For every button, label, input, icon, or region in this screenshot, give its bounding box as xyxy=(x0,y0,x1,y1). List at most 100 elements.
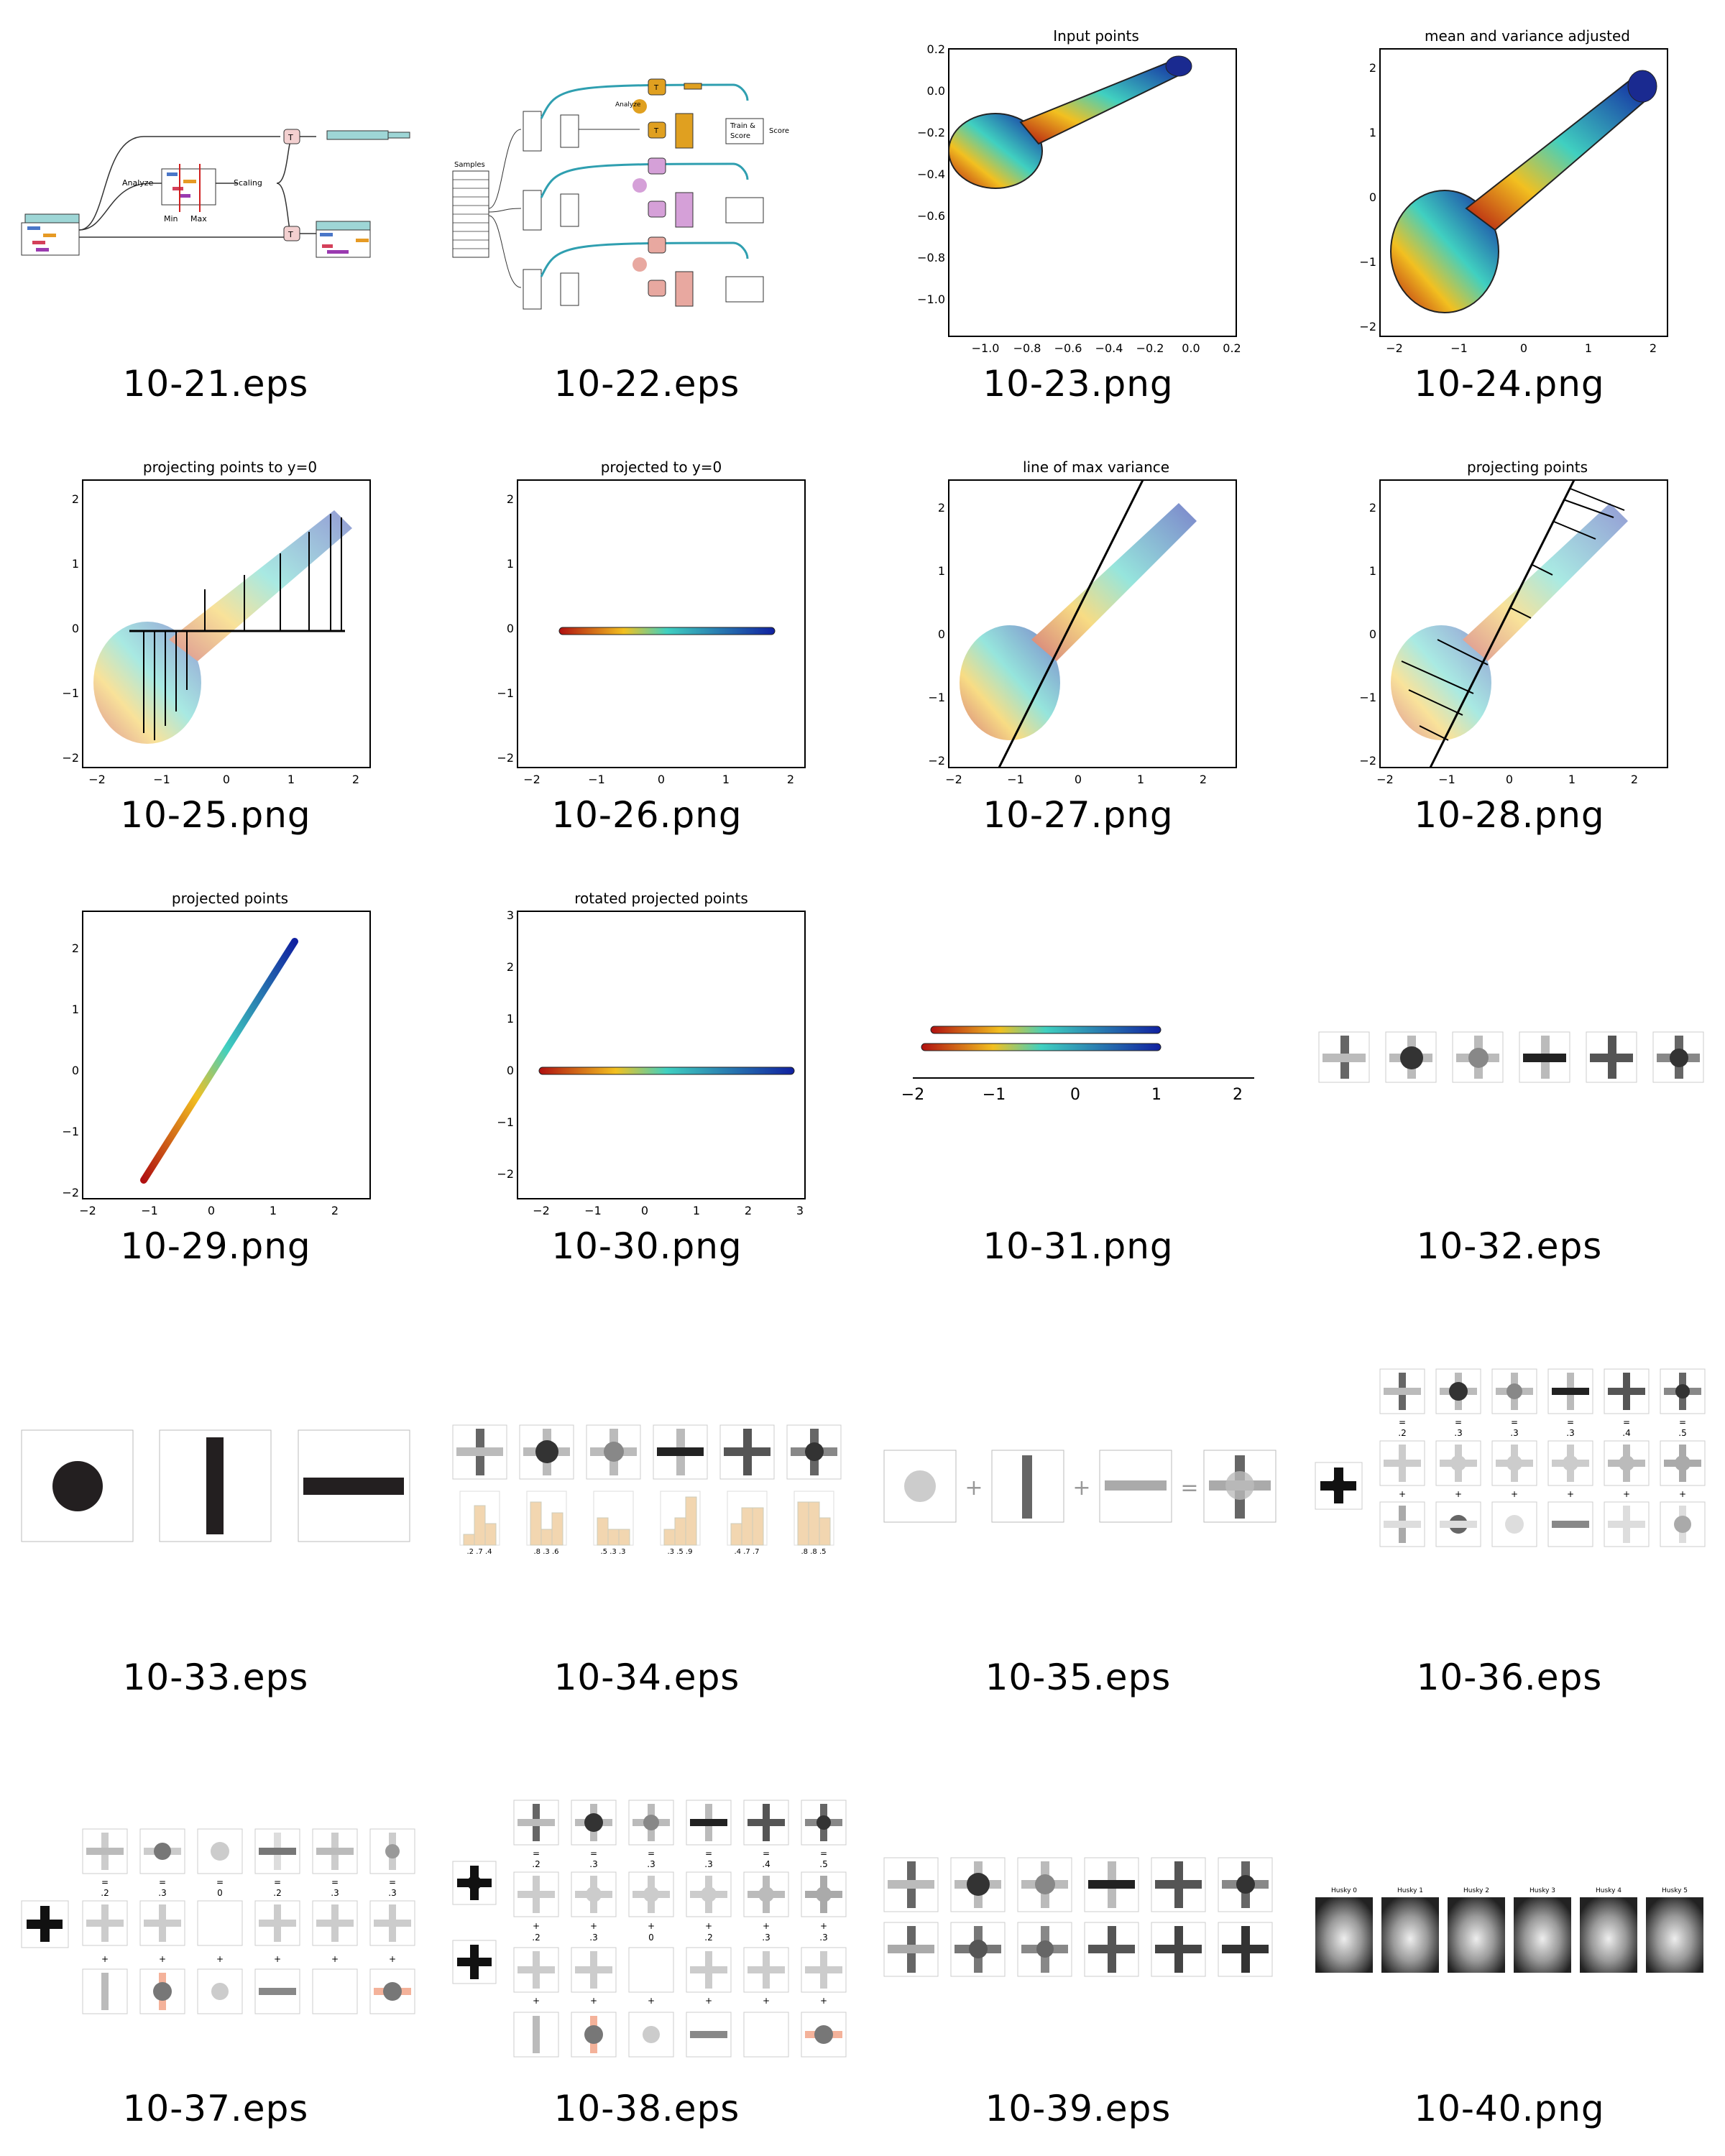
gallery-item-10-39[interactable]: 10-39.eps xyxy=(862,1725,1294,2156)
label-analyze: Analyze xyxy=(615,101,641,109)
plot-title: rotated projected points xyxy=(574,890,748,907)
y-tick: 2 xyxy=(507,960,514,974)
label-samples: Samples xyxy=(454,161,485,169)
x-tick: 2 xyxy=(331,1204,339,1217)
x-tick: 0.2 xyxy=(1223,341,1241,355)
plus-sign: + xyxy=(820,1921,827,1931)
gallery-item-10-26[interactable]: projected to y=0 −2 −1 0 1 2 2 1 0 −1 −2 xyxy=(431,431,862,862)
plus-sign: + xyxy=(159,1954,166,1964)
gallery-item-10-32[interactable]: 10-32.eps xyxy=(1294,862,1725,1294)
filename-label: 10-27.png xyxy=(983,794,1174,836)
filename-label: 10-21.eps xyxy=(122,363,309,405)
y-tick: 2 xyxy=(1369,501,1376,515)
y-tick: −2 xyxy=(62,751,79,765)
y-tick: 0 xyxy=(938,627,945,641)
x-tick: −1.0 xyxy=(972,341,1000,355)
gallery-item-10-24[interactable]: mean and variance adjusted −2 −1 0 1 2 2… xyxy=(1294,0,1725,431)
thumbnail-10-36: = = = = = = .2 .3 .3 .3 .4 .5 + + + + + … xyxy=(1294,1294,1725,1660)
x-tick: −1 xyxy=(153,773,170,786)
equals-sign: = xyxy=(1180,1475,1198,1501)
gallery-item-10-30[interactable]: rotated projected points −2 −1 0 1 2 3 3… xyxy=(431,862,862,1294)
gallery-item-10-27[interactable]: line of max variance −2 −1 0 1 2 2 1 0 −… xyxy=(862,431,1294,862)
equals-sign: = xyxy=(533,1848,540,1858)
gallery-item-10-28[interactable]: projecting points −2 −1 0 1 2 2 1 0 −1 −… xyxy=(1294,431,1725,862)
plus-sign: + xyxy=(648,1996,655,2006)
coef-label: .3 xyxy=(388,1888,396,1898)
pipeline-row-2 xyxy=(488,157,764,231)
plot-10-23: Input points −1.0 −0.8 −0.6 −0.4 −0.2 0.… xyxy=(917,27,1241,355)
thumbnail-10-34: .2 .7 .4 .8 .3 .6 .5 .3 .3 .3 .5 .9 .4 .… xyxy=(431,1294,862,1660)
x-tick: 2 xyxy=(787,773,794,786)
equals-sign: = xyxy=(590,1848,597,1858)
coef-label: .3 xyxy=(1566,1428,1574,1438)
label-analyze: Analyze xyxy=(122,178,154,188)
filename-label: 10-35.eps xyxy=(985,1657,1172,1698)
gallery-item-10-29[interactable]: projected points −2 −1 0 1 2 2 1 0 −1 −2 xyxy=(0,862,431,1294)
thumbnail-10-23: Input points −1.0 −0.8 −0.6 −0.4 −0.2 0.… xyxy=(862,0,1294,367)
gallery-item-10-36[interactable]: = = = = = = .2 .3 .3 .3 .4 .5 + + + + + … xyxy=(1294,1294,1725,1725)
thumbnail-10-38: = = = = = = .2 .3 .3 .3 .4 .5 + + + + + … xyxy=(431,1725,862,2091)
y-tick: −0.2 xyxy=(917,126,945,139)
gallery-item-10-22[interactable]: Samples Analyze xyxy=(431,0,862,431)
gallery-item-10-33[interactable]: 10-33.eps xyxy=(0,1294,431,1725)
plus-sign: + xyxy=(590,1996,597,2006)
filename-label: 10-30.png xyxy=(551,1225,742,1267)
y-tick: 2 xyxy=(72,941,79,955)
x-tick: 0 xyxy=(1075,773,1082,786)
husky-label: Husky 2 xyxy=(1463,1887,1489,1894)
plus-sign: + xyxy=(1399,1489,1406,1499)
filename-label: 10-38.eps xyxy=(553,2088,740,2129)
plus-sign: + xyxy=(820,1996,827,2006)
equals-sign: = xyxy=(820,1848,827,1858)
x-tick: −2 xyxy=(1386,341,1403,355)
thumbnail-10-29: projected points −2 −1 0 1 2 2 1 0 −1 −2 xyxy=(0,862,431,1229)
gallery-item-10-34[interactable]: .2 .7 .4 .8 .3 .6 .5 .3 .3 .3 .5 .9 .4 .… xyxy=(431,1294,862,1725)
equals-sign: = xyxy=(159,1877,166,1887)
plus-sign: + xyxy=(533,1921,540,1931)
label-t: T xyxy=(653,84,659,92)
y-tick: 1 xyxy=(1369,126,1376,139)
gallery-item-10-38[interactable]: = = = = = = .2 .3 .3 .3 .4 .5 + + + + + … xyxy=(431,1725,862,2156)
label-t: T xyxy=(288,133,293,142)
gallery-item-10-23[interactable]: Input points −1.0 −0.8 −0.6 −0.4 −0.2 0.… xyxy=(862,0,1294,431)
filename-label: 10-23.png xyxy=(983,363,1174,405)
x-tick: −0.4 xyxy=(1095,341,1123,355)
y-tick: 2 xyxy=(507,492,514,506)
thumbnail-10-30: rotated projected points −2 −1 0 1 2 3 3… xyxy=(431,862,862,1229)
gallery-item-10-35[interactable]: + + = 10-35.eps xyxy=(862,1294,1294,1725)
equals-sign: = xyxy=(1623,1417,1630,1427)
thumbnail-10-24: mean and variance adjusted −2 −1 0 1 2 2… xyxy=(1294,0,1725,367)
coef-label: .4 xyxy=(1622,1428,1630,1438)
gallery-item-10-25[interactable]: projecting points to y=0 −2 −1 0 1 2 2 1… xyxy=(0,431,431,862)
y-tick: −1 xyxy=(497,1115,514,1129)
coef-label: .3 xyxy=(819,1932,827,1943)
gallery-item-10-37[interactable]: = = = = = = .2 .3 0 .2 .3 .3 + + + + + +… xyxy=(0,1725,431,2156)
plus-sign: + xyxy=(331,1954,339,1964)
y-tick: −1 xyxy=(928,691,945,704)
gallery-item-10-21[interactable]: Analyze Scaling Min Max T T 10-21.eps xyxy=(0,0,431,431)
x-tick: 1 xyxy=(693,1204,700,1217)
thumbnail-10-40: Husky 0 Husky 1 Husky 2 Husky 3 Husky 4 … xyxy=(1294,1725,1725,2091)
thumbnail-10-39 xyxy=(862,1725,1294,2091)
coef-label: .2 xyxy=(532,1932,540,1943)
gallery-item-10-40[interactable]: Husky 0 Husky 1 Husky 2 Husky 3 Husky 4 … xyxy=(1294,1725,1725,2156)
thumbnail-10-21: Analyze Scaling Min Max T T xyxy=(0,0,431,367)
bar-label: .3 .5 .9 xyxy=(668,1548,693,1556)
x-tick: 0 xyxy=(641,1204,648,1217)
y-tick: 0 xyxy=(72,1064,79,1077)
coef-label: .3 xyxy=(331,1888,339,1898)
husky-photos xyxy=(1315,1897,1703,1973)
y-tick: 1 xyxy=(507,557,514,571)
filename-label: 10-25.png xyxy=(120,794,311,836)
filename-label: 10-22.eps xyxy=(553,363,740,405)
x-tick: 0 xyxy=(1506,773,1513,786)
x-tick: 0 xyxy=(1070,1086,1080,1104)
gallery-item-10-31[interactable]: −2 −1 0 1 2 10-31.png xyxy=(862,862,1294,1294)
label-score: Score xyxy=(769,127,789,135)
label-score-box: Score xyxy=(730,132,750,140)
pipeline-row-3 xyxy=(488,215,764,310)
y-tick: 0.0 xyxy=(927,84,945,98)
filename-label: 10-28.png xyxy=(1414,794,1605,836)
plot-title: projected to y=0 xyxy=(601,459,722,476)
equals-sign: = xyxy=(274,1877,281,1887)
